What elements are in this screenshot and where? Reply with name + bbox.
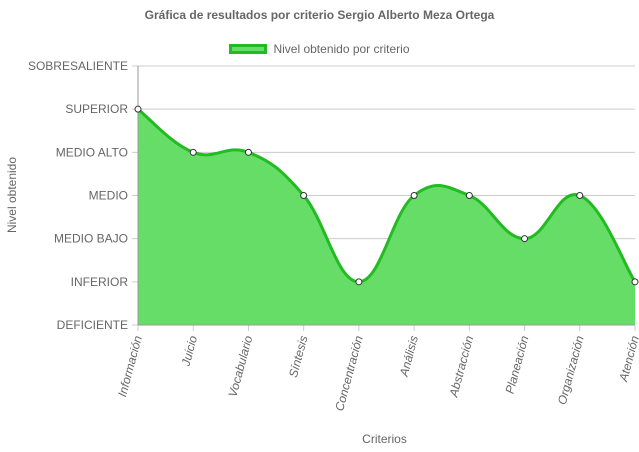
data-point-2[interactable] — [189, 148, 197, 156]
data-point-10[interactable] — [631, 278, 639, 286]
y-tick-label: SUPERIOR — [65, 102, 128, 116]
data-point-3[interactable] — [244, 148, 252, 156]
x-axis-title: Criterios — [362, 432, 407, 446]
data-point-6[interactable] — [410, 192, 418, 199]
x-tick-label: Vocabulario — [226, 334, 256, 399]
data-point-5[interactable] — [355, 278, 363, 286]
data-point-7[interactable] — [465, 192, 473, 199]
data-point-9[interactable] — [576, 192, 584, 199]
series-area — [138, 109, 635, 326]
series-line — [137, 107, 637, 284]
x-tick-label: Abstracción — [446, 334, 476, 399]
x-tick-label: Juicio — [178, 334, 200, 369]
legend-label: Nivel obtenido por criterio — [273, 42, 410, 56]
y-tick-label: DEFICIENTE — [57, 318, 128, 332]
x-tick-label: Información — [115, 334, 145, 398]
y-tick-label: INFERIOR — [71, 275, 129, 289]
data-point-1[interactable] — [134, 105, 142, 113]
y-tick-label: SOBRESALIENTE — [28, 59, 128, 73]
legend-swatch — [229, 44, 268, 54]
y-tick-label: MEDIO ALTO — [56, 145, 128, 159]
y-tick-label: MEDIO — [89, 189, 128, 203]
x-tick-label: Organización — [555, 334, 587, 406]
chart-title: Gráfica de resultados por criterio Sergi… — [144, 8, 495, 22]
x-tick-label: Síntesis — [286, 334, 311, 379]
legend[interactable]: Nivel obtenido por criterio — [0, 42, 639, 56]
y-tick-labels: DEFICIENTE INFERIOR MEDIO BAJO MEDIO MEDIO A… — [28, 59, 128, 332]
data-points — [134, 105, 639, 286]
y-tick-label: MEDIO BAJO — [54, 232, 128, 246]
x-tick-label: Planeación — [503, 334, 532, 395]
x-tick-label: Atención — [616, 334, 639, 384]
x-tick-labels: Información Juicio Vocabulario Síntesis Conc… — [115, 334, 639, 413]
data-point-4[interactable] — [300, 192, 308, 199]
x-tick-label: Análisis — [397, 334, 421, 379]
data-point-8[interactable] — [521, 235, 529, 243]
x-tick-label: Concentración — [332, 334, 366, 413]
